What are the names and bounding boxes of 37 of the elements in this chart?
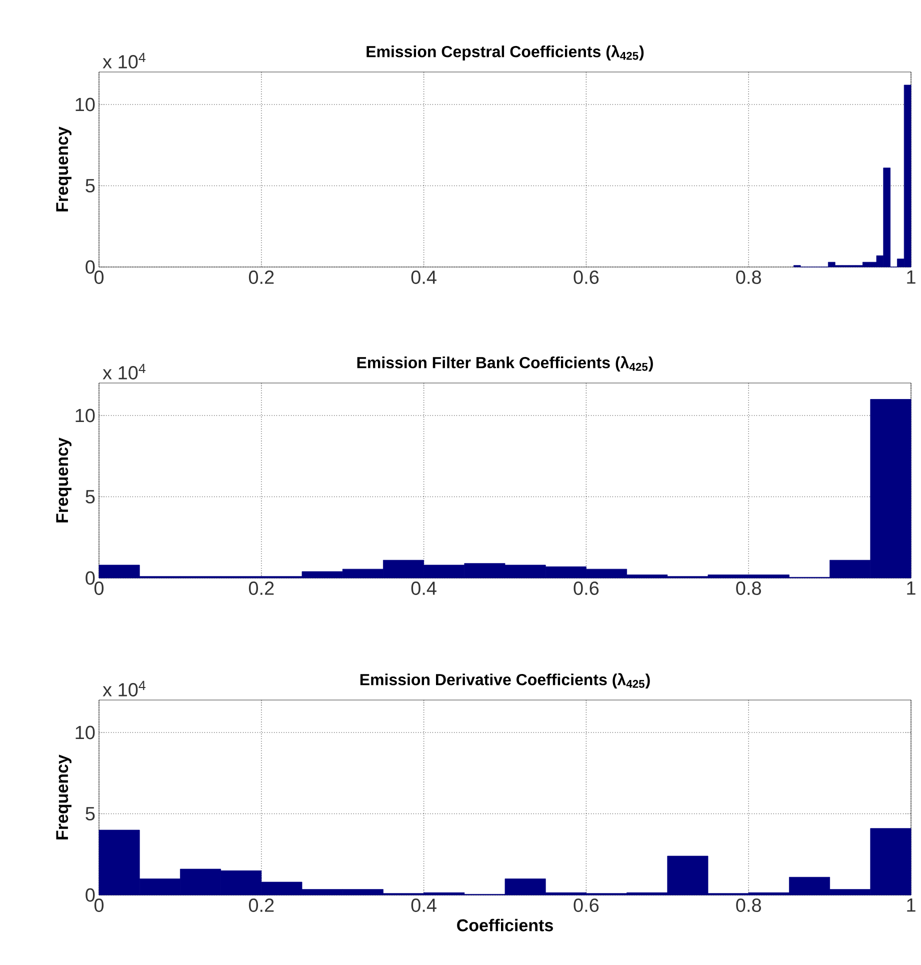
y-tick-label: 10 bbox=[76, 408, 95, 422]
x-tick-label: 0.2 bbox=[248, 270, 274, 284]
x-tick-label: 0.8 bbox=[736, 898, 761, 912]
x-tick-label: 0 bbox=[94, 582, 104, 595]
x-tick-label: 1 bbox=[907, 270, 916, 284]
y-axis-title: Frequency bbox=[56, 438, 72, 522]
chart-title: Emission Derivative Coefficients (λ$_{425}$) bbox=[360, 673, 650, 688]
x-tick-label: 0.4 bbox=[411, 270, 436, 284]
y-axis-title: Frequency bbox=[56, 126, 72, 212]
x-tick-label: 1 bbox=[907, 898, 916, 912]
x-tick-label: 0.8 bbox=[736, 582, 761, 595]
x-tick-label: 0.6 bbox=[574, 270, 599, 284]
x-tick-label: 0.2 bbox=[248, 582, 274, 595]
x-tick-label: 0.4 bbox=[411, 898, 436, 912]
x-tick-label: 0.2 bbox=[248, 898, 274, 912]
text: x 10$^{4}$ bbox=[102, 52, 146, 68]
y-tick-label: 10 bbox=[76, 98, 95, 112]
x-tick-label: 0.4 bbox=[411, 582, 436, 595]
y-tick-label: 10 bbox=[76, 726, 95, 740]
y-tick-label: 0 bbox=[86, 888, 95, 902]
text: x 10$^{4}$ bbox=[102, 364, 146, 380]
y-tick-label: 5 bbox=[86, 490, 95, 504]
x-tick-label: 0.6 bbox=[574, 898, 599, 912]
y-axis-title: Frequency bbox=[56, 754, 72, 840]
chart-title: Emission Cepstral Coefficients (λ$_{425}$) bbox=[366, 45, 644, 60]
x-tick-label: 0 bbox=[94, 898, 104, 912]
x-tick-label: 0 bbox=[94, 270, 104, 284]
x-axis-title: Coefficients bbox=[457, 918, 553, 932]
text: x 10$^{4}$ bbox=[102, 680, 146, 696]
x-tick-label: 0.6 bbox=[574, 582, 599, 595]
x-tick-label: 1 bbox=[907, 582, 916, 595]
y-tick-label: 5 bbox=[86, 179, 95, 192]
y-tick-label: 0 bbox=[86, 571, 95, 585]
chart-title: Emission Filter Bank Coefficients (λ$_{425}$) bbox=[357, 356, 653, 372]
y-tick-label: 0 bbox=[86, 260, 95, 274]
x-tick-label: 0.8 bbox=[736, 270, 761, 284]
y-tick-label: 5 bbox=[86, 807, 95, 820]
